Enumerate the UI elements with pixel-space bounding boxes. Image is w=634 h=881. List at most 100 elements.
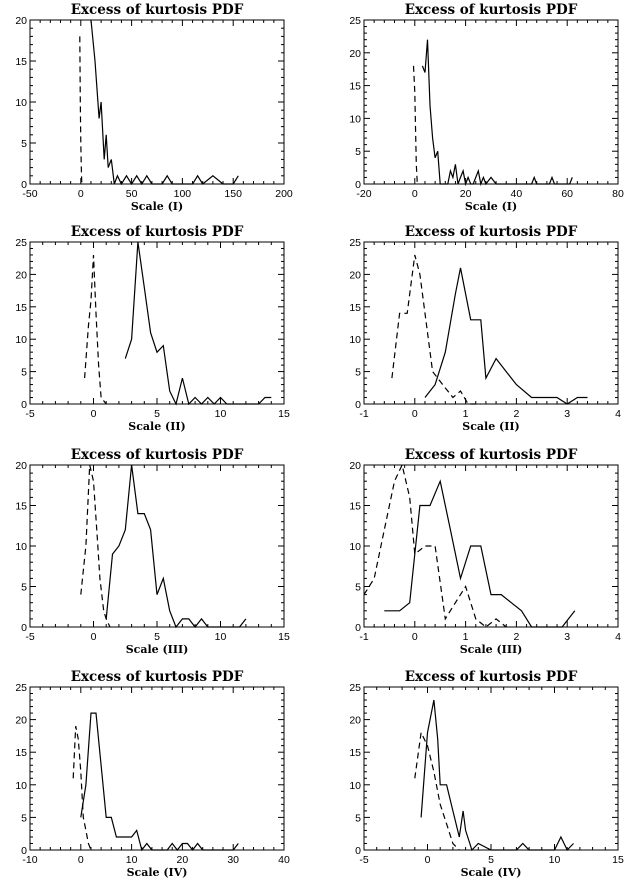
y-tick-label: 20: [349, 48, 361, 60]
y-tick-label: 15: [349, 81, 361, 93]
x-tick-label: 40: [511, 188, 523, 200]
chart-title: Excess of kurtosis PDF: [405, 669, 578, 685]
x-tick-label: 20: [460, 188, 472, 200]
x-tick-label: -5: [25, 408, 34, 420]
chart-panel-7: Excess of kurtosis PDF-10 0 10 20 30 40051015…: [15, 669, 290, 879]
x-tick-label: 15: [278, 408, 290, 420]
solid-series-line: [105, 464, 247, 629]
dashed-series-line: [79, 36, 83, 185]
y-tick-label: 5: [21, 367, 27, 379]
chart-panel-6: Excess of kurtosis PDF-1 0 1 2 3 405101520Sca…: [349, 447, 621, 656]
plot-frame: [29, 241, 285, 405]
y-tick-label: 25: [15, 682, 27, 694]
chart-panel-5: Excess of kurtosis PDF-5 0 5 10 1505101520Sc…: [15, 447, 290, 656]
y-tick-label: 25: [15, 237, 27, 249]
y-tick-label: 20: [15, 715, 27, 727]
y-tick-label: 5: [355, 812, 361, 824]
chart-panel-2: Excess of kurtosis PDF-20 0 20 40 60 80051015…: [349, 2, 624, 213]
dashed-series-line: [412, 65, 418, 185]
y-tick-label: 15: [15, 501, 27, 513]
y-tick-label: 15: [15, 302, 27, 314]
x-tick-label: 0: [78, 188, 84, 200]
x-tick-label: 5: [154, 408, 160, 420]
x-axis-label: Scale (IV): [127, 866, 188, 879]
y-tick-label: 20: [349, 460, 361, 472]
x-tick-label: 0: [412, 631, 418, 643]
x-tick-label: 100: [174, 188, 192, 200]
dashed-series-line: [414, 730, 460, 851]
x-tick-label: 30: [227, 854, 239, 866]
x-tick-label: -1: [359, 408, 368, 420]
x-tick-label: 5: [488, 854, 494, 866]
x-tick-label: -50: [22, 188, 37, 200]
plot-frame: [29, 686, 285, 851]
dashed-series-line: [80, 464, 111, 628]
solid-series-line: [420, 699, 574, 852]
x-tick-label: 1: [463, 631, 469, 643]
y-tick-label: 0: [355, 622, 361, 634]
y-tick-label: 10: [349, 780, 361, 792]
y-tick-label: 5: [21, 812, 27, 824]
solid-series-line: [80, 712, 239, 852]
dashed-series-line: [391, 254, 481, 405]
x-tick-label: 10: [549, 854, 561, 866]
plot-frame: [363, 241, 619, 405]
x-tick-label: 10: [215, 631, 227, 643]
x-tick-label: 4: [615, 408, 621, 420]
x-tick-label: 15: [612, 854, 624, 866]
x-tick-label: 0: [78, 854, 84, 866]
x-tick-label: -5: [359, 854, 368, 866]
plot-frame: [29, 19, 285, 185]
x-tick-label: 50: [126, 188, 138, 200]
x-tick-label: 20: [177, 854, 189, 866]
x-tick-label: 10: [215, 408, 227, 420]
y-tick-label: 5: [355, 146, 361, 158]
x-tick-label: 4: [615, 631, 621, 643]
x-tick-label: 150: [224, 188, 242, 200]
x-tick-label: 3: [564, 631, 570, 643]
y-tick-label: 10: [349, 113, 361, 125]
y-tick-label: 20: [349, 715, 361, 727]
x-tick-label: 0: [91, 631, 97, 643]
x-tick-label: 3: [564, 408, 570, 420]
y-tick-label: 5: [21, 138, 27, 150]
y-tick-label: 10: [15, 541, 27, 553]
chart-panel-3: Excess of kurtosis PDF-5 0 5 10 150510152025…: [15, 224, 290, 433]
chart-panel-1: Excess of kurtosis PDF-50 0 50 100 150 200051…: [15, 2, 293, 213]
plot-frame: [363, 464, 619, 628]
x-tick-label: 80: [612, 188, 624, 200]
dashed-series-line: [84, 254, 107, 405]
y-tick-label: 15: [15, 56, 27, 68]
x-axis-label: Scale (IV): [461, 866, 522, 879]
plot-frame: [363, 19, 619, 185]
chart-title: Excess of kurtosis PDF: [405, 447, 578, 463]
x-tick-label: 15: [278, 631, 290, 643]
x-axis-label: Scale (I): [465, 200, 517, 213]
chart-title: Excess of kurtosis PDF: [405, 2, 578, 18]
y-tick-label: 15: [349, 501, 361, 513]
y-tick-label: 25: [349, 15, 361, 27]
y-tick-label: 10: [349, 541, 361, 553]
x-tick-label: -1: [359, 631, 368, 643]
x-tick-label: -10: [22, 854, 37, 866]
y-tick-label: 20: [15, 460, 27, 472]
solid-series-line: [90, 19, 239, 186]
x-tick-label: 0: [91, 408, 97, 420]
y-tick-label: 20: [15, 269, 27, 281]
y-tick-label: 25: [349, 237, 361, 249]
plot-frame: [363, 686, 619, 851]
chart-title: Excess of kurtosis PDF: [71, 669, 244, 685]
y-tick-label: 10: [349, 334, 361, 346]
x-tick-label: 2: [513, 631, 519, 643]
x-tick-label: -5: [25, 631, 34, 643]
dashed-series-line: [363, 463, 507, 628]
x-tick-label: 0: [412, 188, 418, 200]
x-axis-label: Scale (III): [460, 643, 523, 656]
y-tick-label: 25: [349, 682, 361, 694]
y-tick-label: 0: [21, 179, 27, 191]
x-tick-label: 60: [561, 188, 573, 200]
y-tick-label: 10: [15, 780, 27, 792]
x-tick-label: 40: [278, 854, 290, 866]
